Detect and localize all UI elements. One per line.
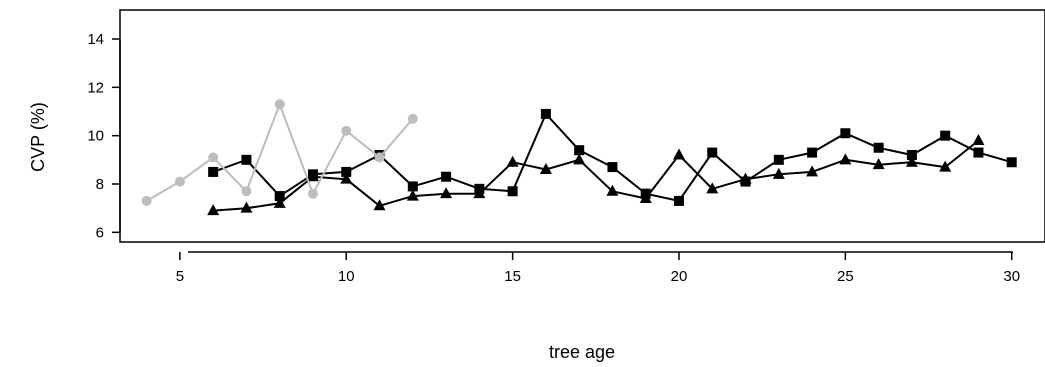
triangle-marker: [606, 184, 619, 196]
triangle-marker: [772, 167, 785, 179]
x-axis-title: tree age: [549, 342, 615, 362]
circle-marker: [208, 152, 219, 163]
triangle-marker: [639, 192, 652, 203]
triangle-marker: [739, 172, 752, 184]
triangle-marker: [706, 182, 719, 194]
y-ticks: 6 8 10 12 14: [87, 31, 120, 241]
x-axis: 5 10 15 20 25 30: [176, 251, 1020, 285]
square-marker: [540, 108, 551, 119]
plot-frame: [119, 9, 1045, 243]
square-marker: [906, 150, 917, 160]
triangle-marker: [972, 134, 985, 145]
x-ticks: 5 10 15 20 25 30: [176, 252, 1020, 285]
square-marker: [873, 142, 884, 153]
series-triangle: [207, 134, 985, 216]
y-tick-label: 8: [96, 176, 104, 193]
triangle-marker: [939, 160, 952, 172]
circle-marker: [274, 99, 285, 110]
triangle-marker: [839, 153, 852, 165]
square-marker: [208, 166, 219, 177]
series-line: [146, 103, 414, 202]
x-tick-label: 30: [1003, 268, 1020, 285]
y-axis: 6 8 10 12 14: [87, 31, 121, 241]
y-tick-label: 14: [87, 31, 104, 48]
square-marker: [973, 147, 984, 158]
x-tick-label: 10: [338, 268, 355, 285]
square-marker: [940, 130, 951, 141]
triangle-marker: [539, 163, 552, 174]
triangle-marker: [207, 204, 220, 216]
circle-marker: [241, 186, 252, 197]
triangle-marker: [406, 189, 419, 201]
circle-marker: [174, 176, 185, 187]
square-marker: [241, 154, 252, 165]
triangle-marker: [905, 155, 918, 167]
square-marker: [607, 162, 618, 173]
triangle-marker: [473, 187, 486, 199]
circle-marker: [341, 125, 352, 136]
triangle-marker: [240, 201, 253, 213]
circle-marker: [141, 195, 152, 206]
square-marker: [574, 145, 585, 156]
square-marker: [441, 171, 452, 182]
square-marker: [707, 147, 718, 158]
x-tick-label: 15: [504, 268, 521, 285]
square-marker: [407, 181, 418, 192]
circle-marker: [374, 152, 385, 163]
triangle-marker: [306, 170, 319, 182]
triangle-marker: [273, 196, 286, 208]
series-circle: [141, 99, 418, 206]
triangle-marker: [506, 155, 519, 167]
triangle-marker: [440, 187, 453, 199]
y-tick-label: 12: [87, 79, 104, 96]
triangle-marker: [573, 153, 586, 165]
series-square: [208, 108, 1017, 206]
triangle-marker: [872, 158, 885, 170]
square-marker: [274, 191, 285, 202]
series-layer: [141, 99, 1017, 216]
x-tick-label: 20: [671, 268, 688, 285]
triangle-marker: [373, 199, 386, 211]
triangle-marker: [340, 172, 353, 184]
square-marker: [673, 195, 684, 206]
circle-marker: [307, 188, 318, 199]
square-marker: [1006, 157, 1017, 168]
square-marker: [807, 147, 818, 158]
y-tick-label: 10: [87, 128, 104, 145]
square-marker: [341, 166, 352, 177]
square-marker: [773, 154, 784, 165]
y-axis-title: CVP (%): [28, 102, 48, 172]
triangle-marker: [806, 165, 819, 177]
x-tick-label: 5: [176, 268, 184, 285]
triangle-marker: [672, 148, 685, 160]
series-line: [213, 139, 980, 212]
y-tick-label: 6: [96, 224, 104, 241]
circle-marker: [407, 113, 418, 124]
square-marker: [507, 186, 518, 197]
x-tick-label: 25: [837, 268, 854, 285]
square-marker: [840, 128, 851, 139]
